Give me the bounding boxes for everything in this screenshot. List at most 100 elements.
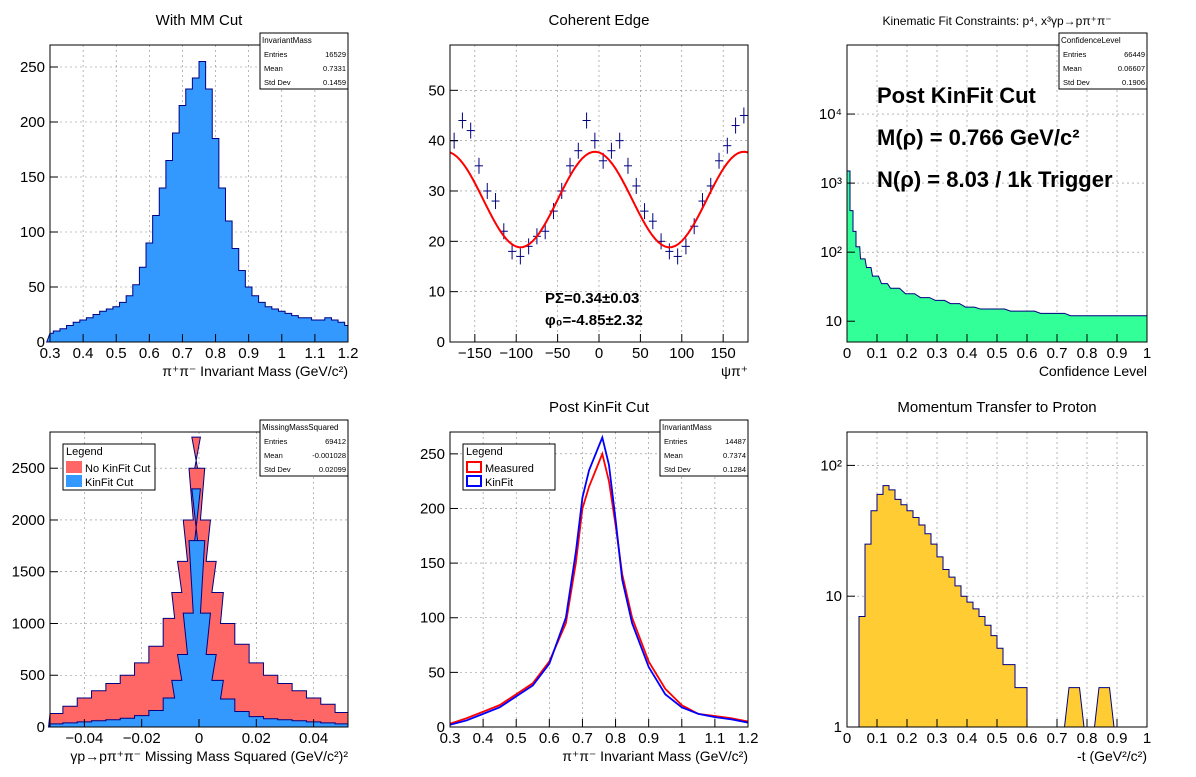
x-tick-label: 0.4 [957, 345, 978, 362]
stats-value: 16529 [325, 50, 346, 59]
stats-key: Std Dev [264, 465, 291, 474]
line-kinfit [449, 434, 749, 726]
legend-swatch [66, 461, 82, 473]
stats-value: -0.001028 [312, 451, 346, 460]
histogram-kinfit-cut [47, 488, 349, 728]
chart-title: With MM Cut [156, 12, 244, 29]
y-tick-label: 10 [428, 284, 445, 301]
y-tick-label: 50 [428, 664, 445, 681]
panel-p6: 0 0.1 0.2 0.3 0.4 0.5 0.6 0.7 0.8 0.9 1 1 10 10² Momen… [820, 399, 1151, 764]
stats-value: 0.7331 [323, 64, 346, 73]
stats-title: InvariantMass [662, 423, 712, 432]
y-tick-label: 1500 [12, 564, 45, 581]
stats-frame [259, 419, 349, 477]
legend-label: Measured [485, 463, 534, 475]
annotation: M(ρ) = 0.766 GeV/c² [877, 125, 1080, 150]
chart-title: Post KinFit Cut [549, 399, 650, 416]
stats-value: 66449 [1124, 50, 1145, 59]
stats-box: InvariantMass Entries 14487 Mean 0.7374 Std D… [659, 419, 749, 477]
panel-p5: 0.3 0.4 0.5 0.6 0.7 0.8 0.9 1 1.1 1.2 0 50 100 150 200… [420, 399, 758, 764]
stats-frame [1058, 32, 1148, 90]
stats-title: InvariantMass [262, 36, 312, 45]
stats-key: Mean [264, 451, 283, 460]
x-tick-label: 0.9 [1107, 730, 1128, 747]
chart-title: Kinematic Fit Constraints: p⁴, x³γp→pπ⁺π… [882, 14, 1111, 28]
y-tick-label: 1 [834, 719, 842, 736]
y-tick-label: 10² [820, 244, 842, 261]
y-tick-label: 10 [825, 313, 842, 330]
stats-key: Entries [264, 50, 288, 59]
y-tick-label: 40 [428, 133, 445, 150]
legend-swatch [66, 475, 82, 487]
x-tick-label: 0 [195, 730, 203, 747]
x-tick-label: −100 [499, 345, 533, 362]
panel-p4: −0.04 −0.02 0 0.02 0.04 0 500 1000 1500 2000 2500 γ… [12, 419, 349, 764]
x-tick-label: 0.6 [1017, 730, 1038, 747]
y-tick-label: 150 [20, 169, 45, 186]
x-tick-label: 0.1 [867, 730, 888, 747]
histogram-series [858, 485, 1120, 728]
histogram-series [846, 170, 1148, 343]
y-tick-label: 20 [428, 233, 445, 250]
x-tick-label: −0.02 [123, 730, 161, 747]
stats-key: Mean [664, 451, 683, 460]
y-tick-label: 10⁴ [819, 106, 842, 123]
stats-key: Entries [664, 437, 688, 446]
y-tick-label: 10² [820, 457, 842, 474]
x-axis-label: Confidence Level [1039, 363, 1147, 379]
stats-value: 14487 [725, 437, 746, 446]
x-axis-label: γp→pπ⁺π⁻ Missing Mass Squared (GeV/c²)² [70, 748, 348, 764]
y-tick-label: 150 [420, 555, 445, 572]
x-tick-label: 0.04 [299, 730, 328, 747]
x-tick-label: 1 [1143, 345, 1151, 362]
x-tick-label: 0 [843, 730, 851, 747]
y-tick-label: 250 [20, 59, 45, 76]
stats-key: Entries [1063, 50, 1087, 59]
x-tick-label: 0.2 [897, 730, 918, 747]
x-tick-label: 0.1 [867, 345, 888, 362]
legend: Legend No KinFit Cut KinFit Cut [62, 443, 156, 491]
annotation: φ₀=-4.85±2.32 [545, 312, 643, 329]
x-axis-label: π⁺π⁻ Invariant Mass (GeV/c²) [162, 363, 348, 379]
stats-key: Std Dev [264, 78, 291, 87]
x-tick-label: 0.7 [172, 345, 193, 362]
y-tick-label: 50 [28, 279, 45, 296]
x-tick-label: 0.3 [40, 345, 61, 362]
x-tick-label: 0.4 [73, 345, 94, 362]
x-tick-label: 0.7 [1047, 345, 1068, 362]
x-tick-label: 0.8 [1077, 345, 1098, 362]
legend-label: KinFit [485, 477, 513, 489]
panel-p2: −150 −100 −50 0 50 100 150 0 10 20 30 40 50 Coherent … [428, 12, 749, 379]
stats-key: Mean [264, 64, 283, 73]
plot-frame [449, 431, 749, 728]
annotation: N(ρ) = 8.03 / 1k Trigger [877, 167, 1113, 192]
y-tick-label: 10³ [820, 175, 842, 192]
y-tick-label: 500 [20, 667, 45, 684]
annotation: PΣ=0.34±0.03 [545, 290, 639, 307]
x-tick-label: −50 [545, 345, 570, 362]
x-tick-label: −0.04 [65, 730, 103, 747]
y-tick-label: 200 [20, 114, 45, 131]
x-tick-label: 0 [843, 345, 851, 362]
stats-value: 0.02099 [319, 465, 346, 474]
x-tick-label: 0.3 [927, 730, 948, 747]
x-tick-label: 1 [1143, 730, 1151, 747]
x-tick-label: 50 [632, 345, 649, 362]
x-tick-label: 1.1 [704, 730, 725, 747]
x-axis-label: -t (GeV²/c²) [1077, 748, 1147, 764]
fit-curve [449, 150, 749, 249]
stats-value: 69412 [325, 437, 346, 446]
x-tick-label: 1.2 [338, 345, 359, 362]
y-tick-label: 100 [20, 224, 45, 241]
x-tick-label: 0.8 [205, 345, 226, 362]
y-tick-label: 30 [428, 183, 445, 200]
legend-swatch [466, 475, 482, 487]
stats-title: MissingMassSquared [262, 423, 338, 432]
x-tick-label: 0.5 [987, 730, 1008, 747]
stats-value: 0.7374 [723, 451, 746, 460]
x-tick-label: 0.7 [572, 730, 593, 747]
x-tick-label: 0.7 [1047, 730, 1068, 747]
chart-title: Momentum Transfer to Proton [897, 399, 1096, 416]
